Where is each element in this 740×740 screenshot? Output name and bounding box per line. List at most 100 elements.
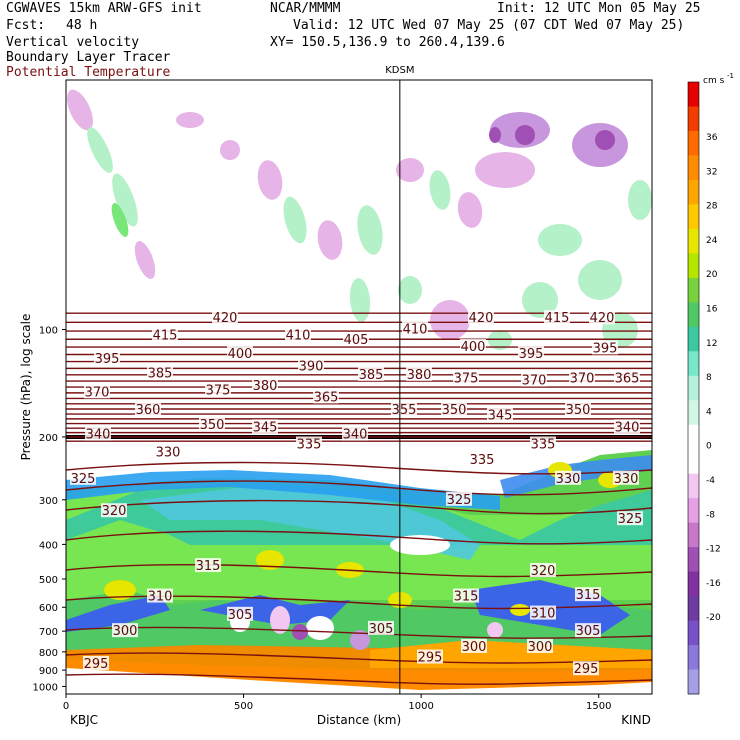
colorbar-swatch: [688, 571, 699, 597]
colorbar-level: 4: [706, 407, 712, 417]
colorbar-swatch: [688, 449, 699, 475]
theta-label-bg: [406, 366, 432, 381]
theta-label-bg: [453, 370, 479, 385]
theta-label-bg: [530, 605, 556, 620]
theta-label: 335: [470, 453, 495, 468]
colorbar-level: 16: [706, 305, 718, 315]
velocity-band: [66, 520, 652, 600]
theta-label: 320: [102, 504, 127, 519]
theta-label: 295: [418, 651, 443, 666]
theta-label-bg: [575, 587, 601, 602]
field-boundary-layer-tracer: Boundary Layer Tracer: [6, 50, 171, 65]
colorbar-level: -8: [706, 510, 715, 520]
theta-label: 330: [614, 472, 639, 487]
colorbar-swatch: [688, 253, 699, 279]
theta-label-bg: [487, 407, 513, 422]
theta-label: 350: [566, 403, 591, 418]
theta-label: 390: [299, 360, 324, 375]
velocity-cell: [430, 300, 470, 340]
theta-label-bg: [252, 378, 278, 393]
theta-label: 385: [359, 368, 384, 383]
theta-label-bg: [530, 563, 556, 578]
fcst-label: Fcst:: [6, 18, 46, 33]
velocity-cell: [398, 276, 422, 304]
theta-label: 335: [297, 438, 322, 453]
theta-label: 420: [590, 311, 615, 326]
velocity-band: [66, 668, 652, 694]
velocity-cell: [111, 202, 129, 238]
y-axis-label: Pressure (hPa), log scale: [19, 314, 33, 461]
theta-label: 360: [136, 403, 161, 418]
theta-label-bg: [152, 327, 178, 342]
theta-label: 345: [488, 408, 513, 423]
colorbar-swatch: [688, 228, 699, 254]
valid-time: Valid: 12 UTC Wed 07 May 25 (07 CDT Wed …: [293, 18, 685, 33]
y-tick-label: 700: [39, 627, 58, 638]
colorbar-swatch: [688, 645, 699, 671]
theta-label-bg: [155, 444, 181, 459]
theta-label: 305: [228, 608, 253, 623]
theta-label-bg: [527, 638, 553, 653]
colorbar-swatch: [688, 155, 699, 181]
field-vertical-velocity: Vertical velocity: [6, 35, 140, 50]
theta-label: 395: [519, 347, 544, 362]
theta-label-bg: [575, 623, 601, 638]
theta-label: 385: [148, 367, 173, 382]
theta-label-bg: [84, 384, 110, 399]
theta-label-bg: [402, 321, 428, 336]
theta-label-bg: [460, 339, 486, 354]
y-tick-label: 600: [39, 603, 58, 614]
theta-label-bg: [617, 511, 643, 526]
theta-label-bg: [343, 331, 369, 346]
theta-label: 350: [200, 418, 225, 433]
theta-label-bg: [83, 655, 109, 670]
velocity-cell: [522, 282, 558, 318]
colorbar-level: 12: [706, 339, 717, 349]
theta-label-bg: [518, 345, 544, 360]
theta-label-bg: [147, 588, 173, 603]
theta-label: 415: [153, 329, 178, 344]
theta-label-bg: [227, 345, 253, 360]
y-tick-label: 200: [39, 433, 58, 444]
theta-label: 350: [442, 403, 467, 418]
theta-label: 340: [615, 420, 640, 435]
velocity-cell: [87, 127, 113, 173]
velocity-cell: [578, 260, 622, 300]
theta-label-bg: [195, 558, 221, 573]
theta-label-bg: [135, 401, 161, 416]
theta-label: 325: [447, 493, 472, 508]
theta-label: 410: [403, 322, 428, 337]
y-tick-label: 900: [39, 666, 58, 677]
theta-label-bg: [101, 503, 127, 518]
theta-label-bg: [298, 358, 324, 373]
colorbar-level: -16: [706, 579, 721, 589]
theta-label-bg: [199, 416, 225, 431]
colorbar-level: 32: [706, 167, 717, 177]
theta-label-bg: [417, 649, 443, 664]
velocity-cell: [104, 580, 136, 600]
theta-label-bg: [565, 401, 591, 416]
colorbar-level: -20: [706, 613, 721, 623]
xy-range: XY= 150.5,136.9 to 260.4,139.6: [270, 35, 505, 50]
y-tick-label: 100: [39, 325, 58, 336]
velocity-cell: [349, 278, 371, 322]
velocity-cell: [457, 192, 483, 228]
theta-label-bg: [147, 365, 173, 380]
theta-label: 320: [531, 564, 556, 579]
velocity-cell: [628, 180, 652, 220]
theta-label: 365: [615, 371, 640, 386]
colorbar-swatch: [688, 669, 699, 695]
theta-label: 315: [196, 559, 221, 574]
colorbar-level: 24: [706, 236, 718, 246]
colorbar-swatch: [688, 424, 699, 450]
colorbar-swatch: [688, 620, 699, 646]
theta-label-bg: [614, 419, 640, 434]
colorbar-swatch: [688, 179, 699, 205]
colorbar-swatch: [688, 522, 699, 548]
velocity-cell: [396, 158, 424, 182]
isentrope: [66, 480, 652, 496]
velocity-cell: [488, 330, 512, 350]
theta-label-bg: [555, 470, 581, 485]
theta-label: 310: [148, 590, 173, 605]
theta-label: 400: [461, 340, 486, 355]
